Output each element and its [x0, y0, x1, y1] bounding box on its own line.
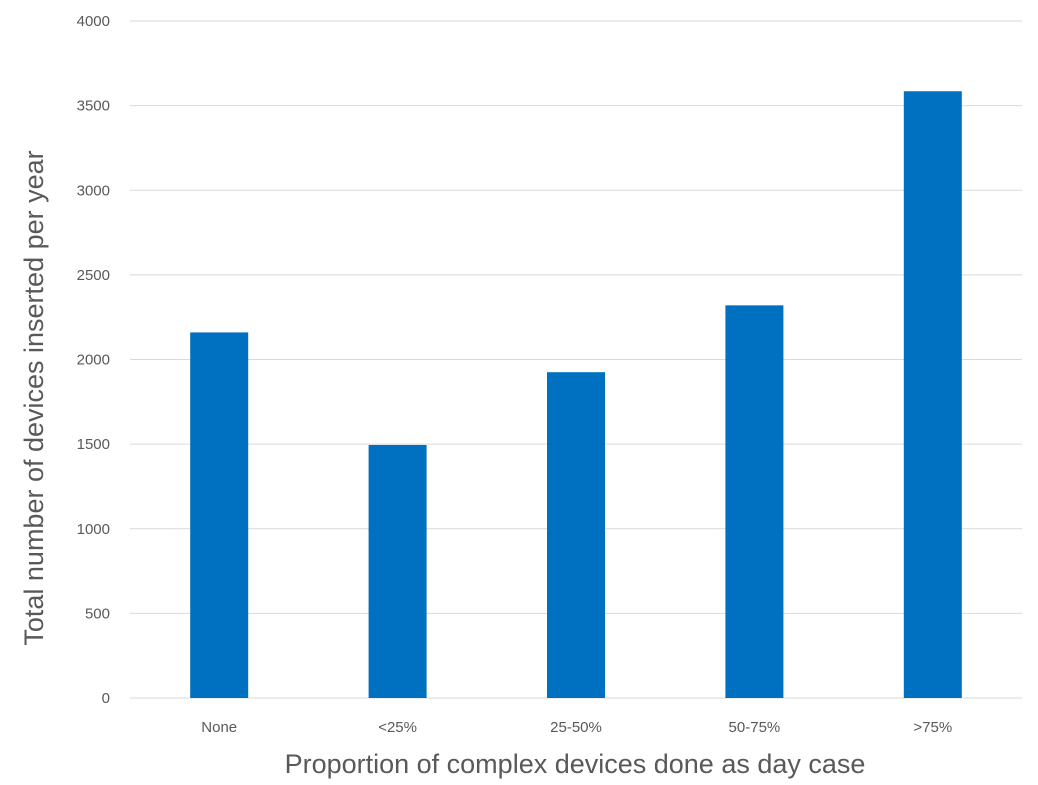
bar [903, 91, 962, 698]
x-tick-label: 25-50% [550, 719, 602, 736]
y-tick-label: 500 [85, 605, 110, 622]
y-tick-label: 3000 [77, 182, 110, 199]
x-tick-label: 50-75% [729, 719, 781, 736]
bar [190, 332, 249, 698]
x-tick-label: >75% [913, 719, 952, 736]
x-tick-label: None [201, 719, 237, 736]
y-tick-label: 2500 [77, 267, 110, 284]
y-axis-title: Total number of devices inserted per yea… [19, 150, 49, 645]
x-tick-label: <25% [378, 719, 417, 736]
y-tick-label: 1500 [77, 436, 110, 453]
y-tick-label: 1000 [77, 521, 110, 538]
y-tick-label: 0 [102, 690, 110, 707]
bar [547, 372, 605, 698]
x-axis-title: Proportion of complex devices done as da… [285, 749, 866, 779]
bar [725, 305, 784, 698]
y-axis-ticks: 0 500 1000 1500 2000 2500 3000 3500 4000 [77, 13, 110, 707]
y-tick-label: 2000 [77, 352, 110, 369]
bars [190, 91, 962, 698]
bar [368, 444, 427, 698]
y-tick-label: 3500 [77, 98, 110, 115]
gridlines [130, 20, 1022, 699]
x-axis-ticks: None <25% 25-50% 50-75% >75% [201, 719, 952, 736]
y-tick-label: 4000 [77, 13, 110, 30]
